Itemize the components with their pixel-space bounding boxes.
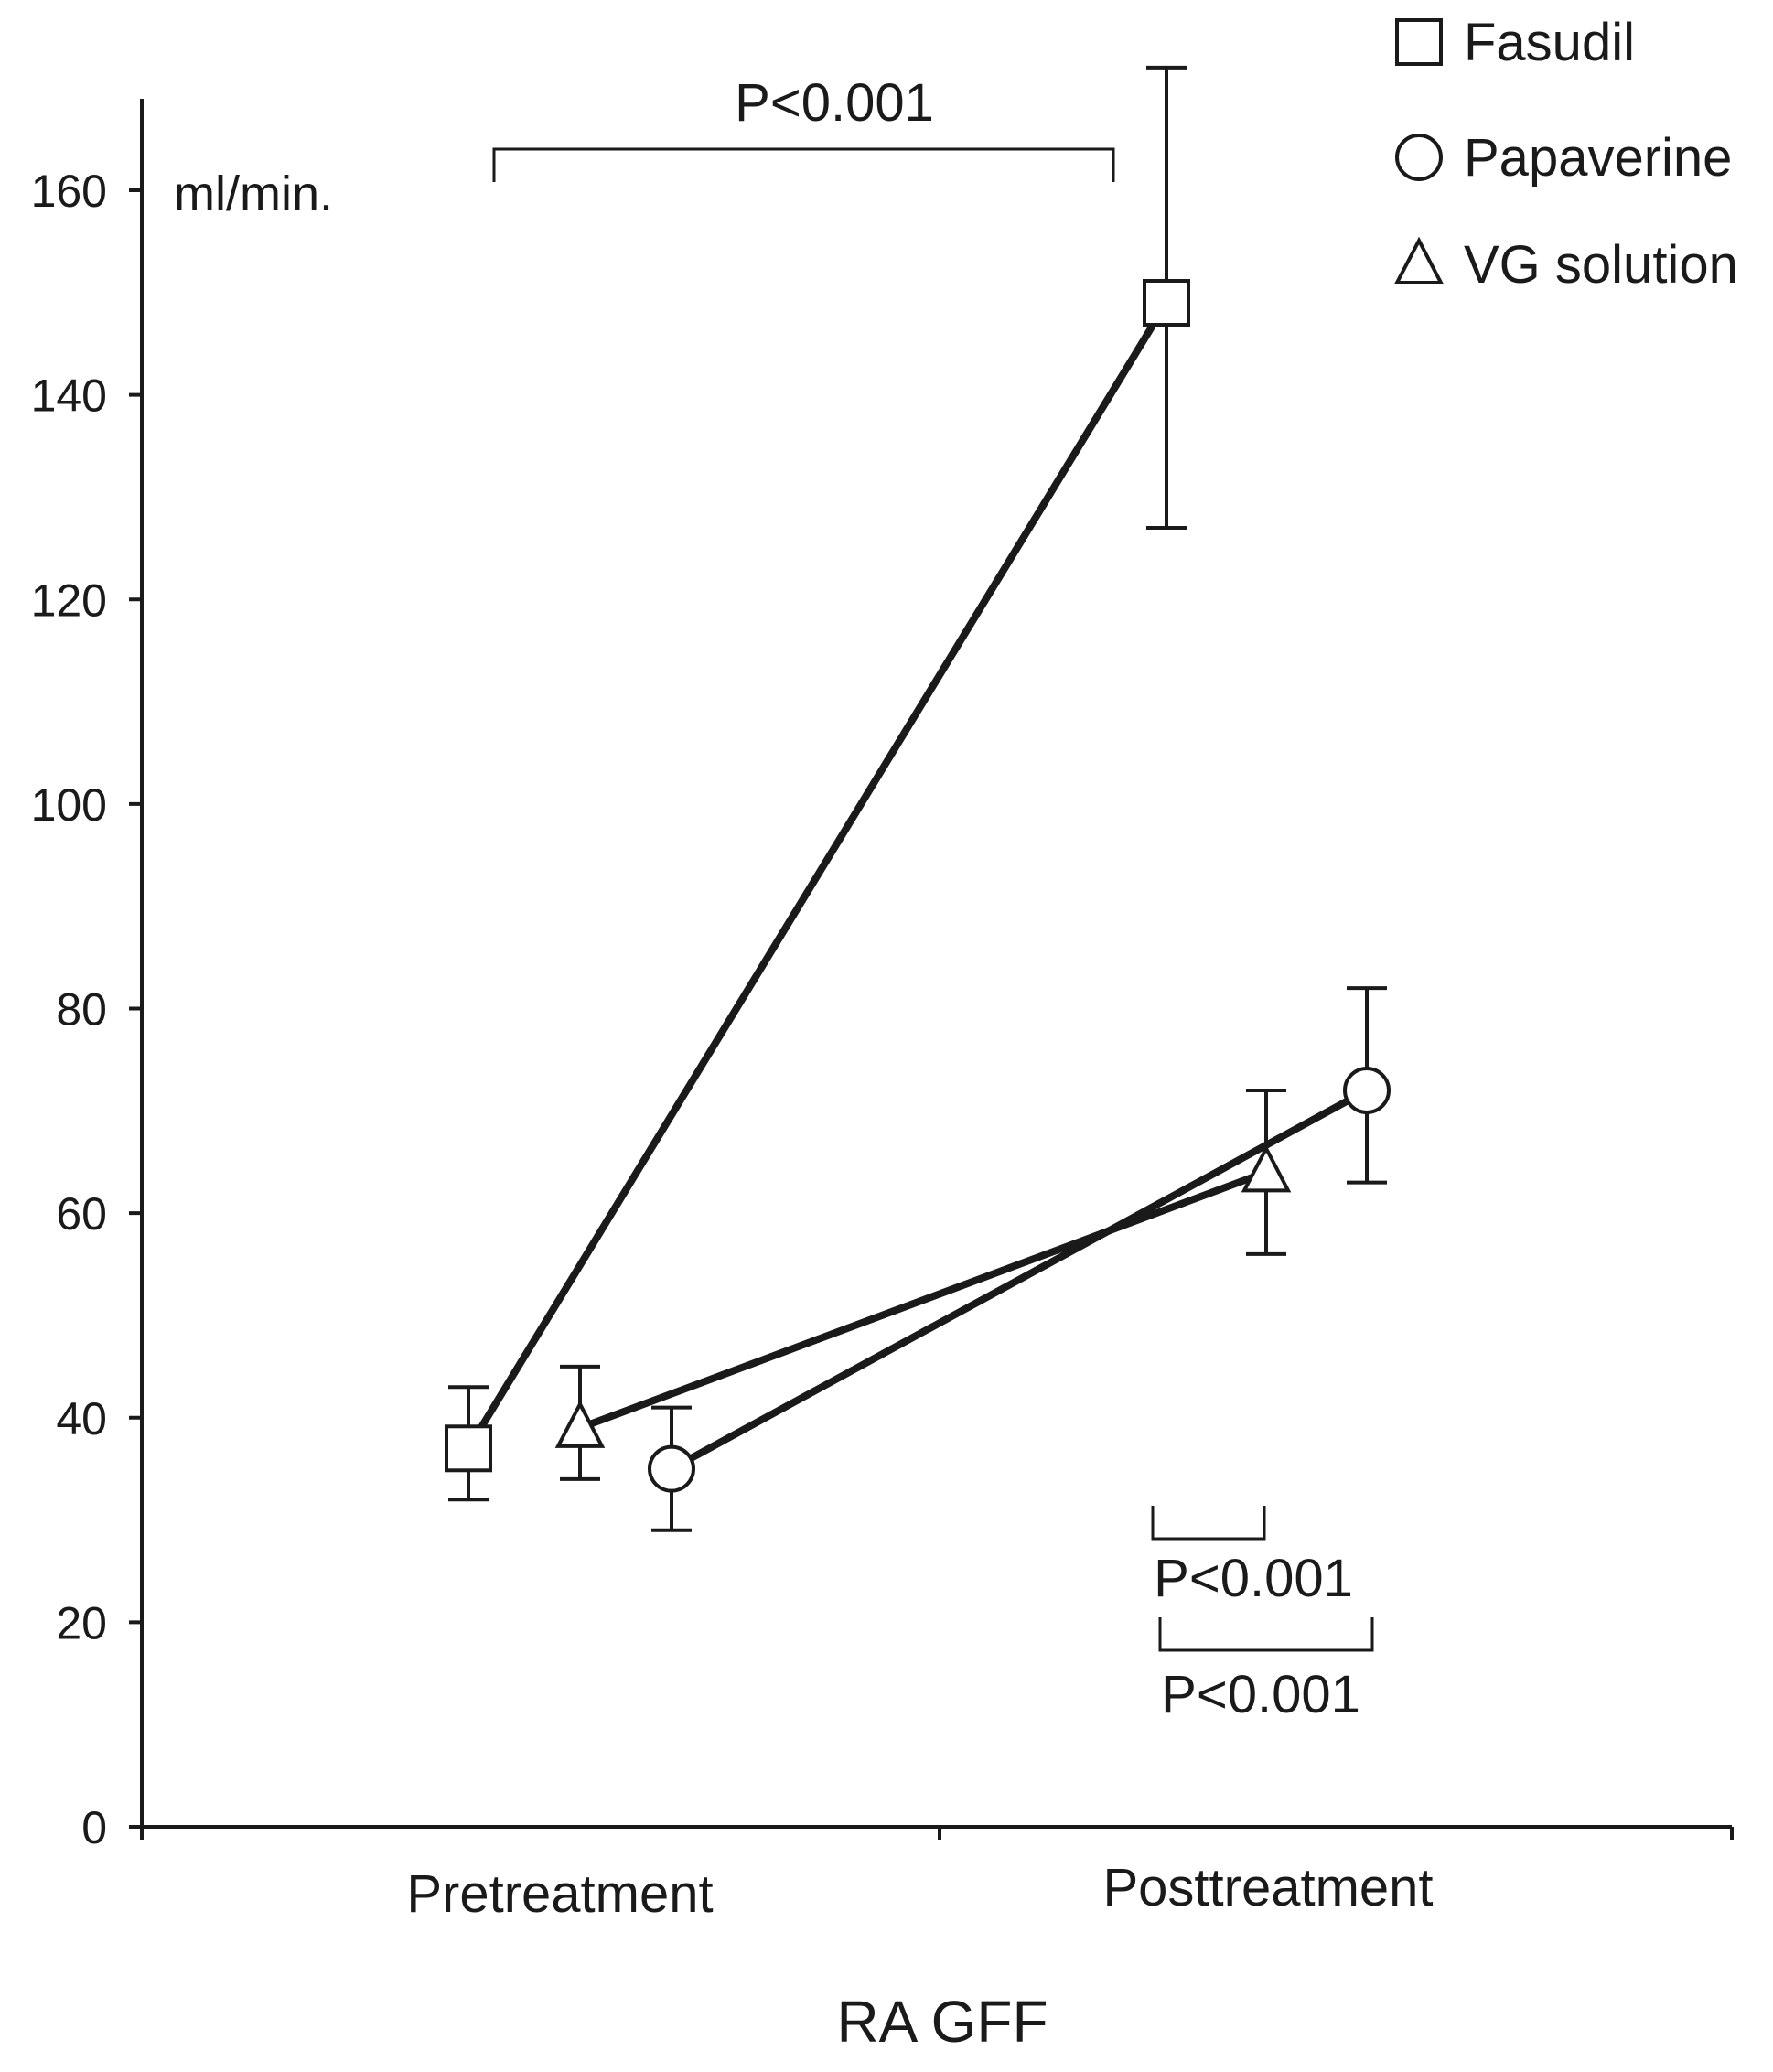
significance-bracket	[492, 147, 1115, 182]
series-line-fasudil	[465, 298, 1170, 1453]
p-value-label: P<0.001	[1154, 1549, 1353, 1608]
x-axis-title: RA GFF	[836, 1989, 1048, 2055]
data-point-vg-solution-triangle	[1241, 1144, 1292, 1193]
series-line-vg-solution	[576, 1168, 1270, 1432]
y-tick-label: 40	[56, 1393, 107, 1444]
x-category-label: Pretreatment	[406, 1864, 713, 1924]
axes: 0 20 40 60 80 100 120 140 160 Pretreatment Posttre…	[31, 99, 1734, 1924]
p-value-label: P<0.001	[735, 73, 934, 133]
legend-label-vg-solution: VG solution	[1464, 235, 1738, 295]
series-line-papaverine	[668, 1086, 1370, 1473]
legend: Fasudil Papaverine VG solution	[1393, 13, 1738, 295]
y-unit-label: ml/min.	[174, 166, 333, 221]
data-point-vg-solution-triangle	[554, 1400, 606, 1448]
series-marks	[445, 65, 1391, 1532]
y-tick-label: 160	[31, 166, 107, 217]
annotations: P<0.001 P<0.001 P<0.001	[492, 73, 1374, 1724]
legend-marker-papaverine-circle	[1395, 134, 1443, 181]
significance-bracket	[1158, 1617, 1374, 1652]
y-tick-label: 20	[56, 1597, 107, 1648]
x-category-label: Posttreatment	[1102, 1858, 1433, 1917]
y-tick-label: 0	[81, 1802, 107, 1853]
legend-label-fasudil: Fasudil	[1464, 13, 1635, 72]
y-tick-label: 100	[31, 779, 107, 831]
y-tick-label: 140	[31, 370, 107, 422]
data-point-papaverine-circle	[1343, 1066, 1391, 1114]
data-point-papaverine-circle	[648, 1444, 695, 1493]
data-point-fasudil-square	[1143, 278, 1190, 327]
significance-bracket	[1151, 1506, 1266, 1541]
y-tick-label: 80	[56, 984, 107, 1036]
legend-label-papaverine: Papaverine	[1464, 128, 1732, 188]
y-tick-label: 60	[56, 1188, 107, 1240]
data-point-fasudil-square	[445, 1424, 492, 1473]
legend-marker-vg-solution-triangle	[1393, 236, 1445, 284]
y-tick-label: 120	[31, 574, 107, 626]
p-value-label: P<0.001	[1161, 1665, 1360, 1724]
legend-marker-fasudil-square	[1395, 18, 1443, 66]
